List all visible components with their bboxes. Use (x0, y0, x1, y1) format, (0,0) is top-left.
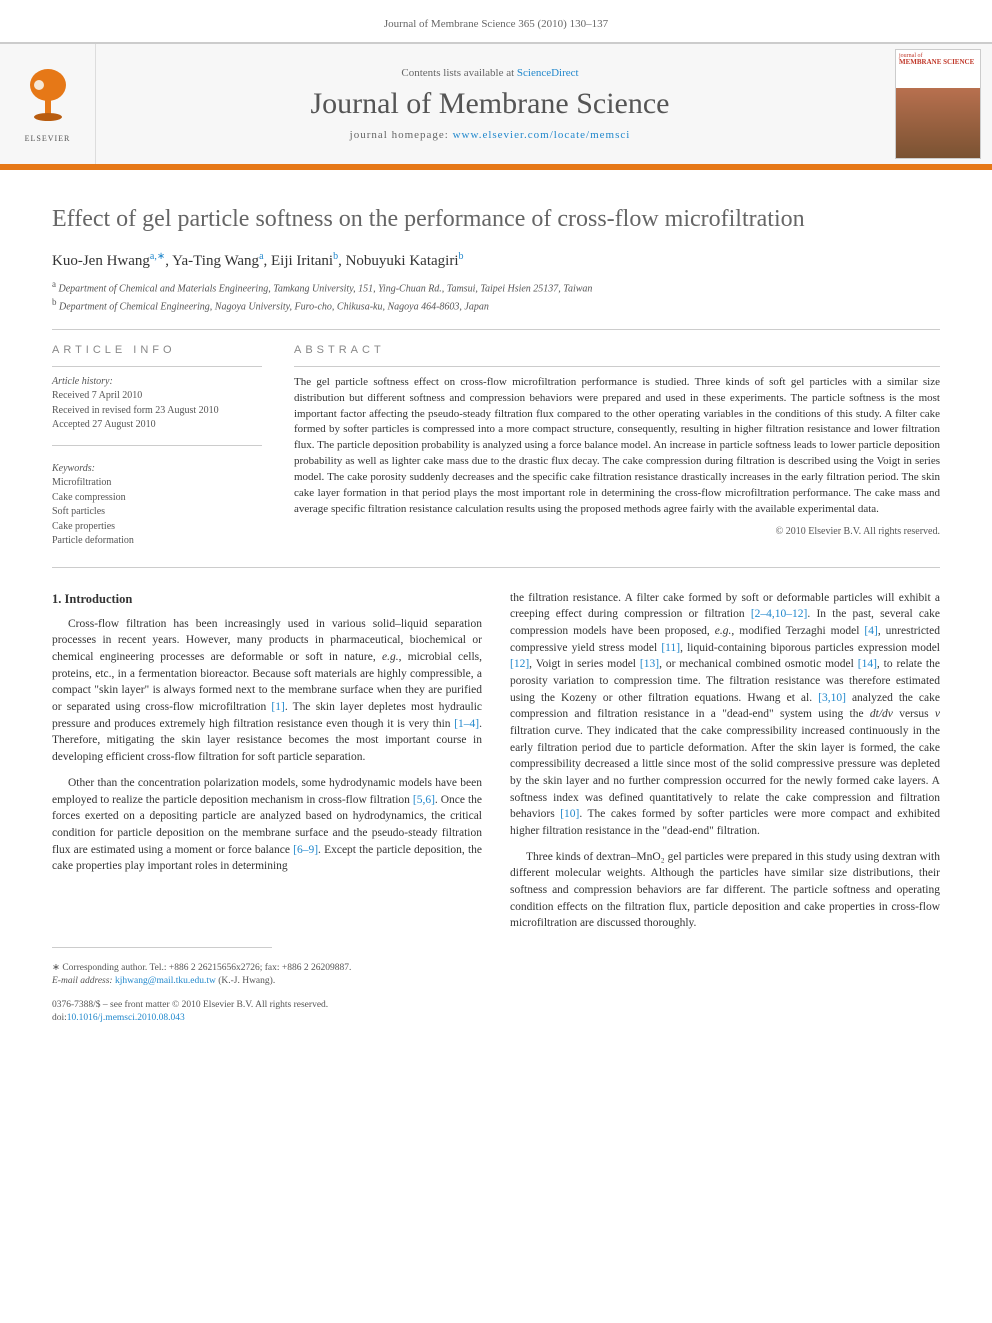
keyword-item: Cake properties (52, 520, 262, 535)
email-who: (K.-J. Hwang). (218, 976, 275, 986)
email-label: E-mail address: (52, 976, 113, 986)
body-column-left: 1. Introduction Cross-flow filtration ha… (52, 590, 482, 941)
elsevier-tree-icon (21, 65, 75, 132)
abstract-divider (294, 366, 940, 367)
contents-prefix: Contents lists available at (401, 67, 516, 79)
elsevier-logo: ELSEVIER (16, 60, 80, 148)
body-paragraph: Cross-flow filtration has been increasin… (52, 616, 482, 766)
body-paragraph: the filtration resistance. A filter cake… (510, 590, 940, 840)
info-divider-2 (52, 445, 262, 446)
homepage-prefix: journal homepage: (350, 129, 453, 141)
history-label: Article history: (52, 375, 262, 390)
abstract-column: ABSTRACT The gel particle softness effec… (294, 344, 940, 549)
body-paragraph: Other than the concentration polarizatio… (52, 775, 482, 875)
sciencedirect-link[interactable]: ScienceDirect (517, 67, 579, 79)
body-columns: 1. Introduction Cross-flow filtration ha… (0, 568, 992, 941)
article-info-column: ARTICLE INFO Article history: Received 7… (52, 344, 262, 549)
banner-center: Contents lists available at ScienceDirec… (96, 44, 884, 164)
email-link[interactable]: kjhwang@mail.tku.edu.tw (115, 976, 216, 986)
running-header: Journal of Membrane Science 365 (2010) 1… (0, 0, 992, 42)
body-paragraph: Three kinds of dextran–MnO₂ gel particle… (510, 849, 940, 932)
journal-banner: ELSEVIER Contents lists available at Sci… (0, 42, 992, 170)
article-info-heading: ARTICLE INFO (52, 344, 262, 356)
keywords-block: Keywords: Microfiltration Cake compressi… (52, 462, 262, 549)
corr-author-line: ∗ Corresponding author. Tel.: +886 2 262… (52, 962, 444, 975)
journal-title: Journal of Membrane Science (310, 87, 669, 121)
abstract-heading: ABSTRACT (294, 344, 940, 356)
abstract-text: The gel particle softness effect on cros… (294, 375, 940, 518)
doi-link[interactable]: 10.1016/j.memsci.2010.08.043 (67, 1013, 185, 1023)
body-column-right: the filtration resistance. A filter cake… (510, 590, 940, 941)
doi-line: doi:10.1016/j.memsci.2010.08.043 (52, 1012, 940, 1025)
doi-label: doi: (52, 1013, 67, 1023)
keywords-label: Keywords: (52, 462, 262, 477)
contents-available-line: Contents lists available at ScienceDirec… (401, 67, 578, 79)
journal-cover-thumbnail: journal of MEMBRANE SCIENCE (895, 49, 981, 159)
keyword-item: Cake compression (52, 491, 262, 506)
page-footer: 0376-7388/$ – see front matter © 2010 El… (0, 989, 992, 1050)
section-1-heading: 1. Introduction (52, 590, 482, 608)
article-meta-row: ARTICLE INFO Article history: Received 7… (0, 330, 992, 567)
corresponding-author-footnote: ∗ Corresponding author. Tel.: +886 2 262… (0, 948, 496, 989)
journal-homepage-link[interactable]: www.elsevier.com/locate/memsci (453, 129, 631, 141)
cover-title-text: MEMBRANE SCIENCE (899, 59, 977, 67)
keyword-item: Microfiltration (52, 476, 262, 491)
abstract-copyright: © 2010 Elsevier B.V. All rights reserved… (294, 526, 940, 537)
email-line: E-mail address: kjhwang@mail.tku.edu.tw … (52, 975, 444, 988)
history-revised: Received in revised form 23 August 2010 (52, 404, 262, 419)
article-title: Effect of gel particle softness on the p… (0, 170, 992, 251)
cover-thumbnail-cell: journal of MEMBRANE SCIENCE (884, 44, 992, 164)
info-divider (52, 366, 262, 367)
keyword-item: Particle deformation (52, 534, 262, 549)
history-received: Received 7 April 2010 (52, 389, 262, 404)
affiliation-item: b Department of Chemical Engineering, Na… (52, 296, 940, 314)
keyword-item: Soft particles (52, 505, 262, 520)
author-list: Kuo-Jen Hwanga,∗, Ya-Ting Wanga, Eiji Ir… (0, 251, 992, 278)
publisher-logo-cell: ELSEVIER (0, 44, 96, 164)
affiliation-item: a Department of Chemical and Materials E… (52, 278, 940, 296)
issn-line: 0376-7388/$ – see front matter © 2010 El… (52, 999, 940, 1012)
history-accepted: Accepted 27 August 2010 (52, 418, 262, 433)
affiliations: a Department of Chemical and Materials E… (0, 278, 992, 329)
journal-homepage-line: journal homepage: www.elsevier.com/locat… (350, 129, 631, 141)
article-history: Article history: Received 7 April 2010 R… (52, 375, 262, 433)
elsevier-label: ELSEVIER (25, 134, 71, 143)
